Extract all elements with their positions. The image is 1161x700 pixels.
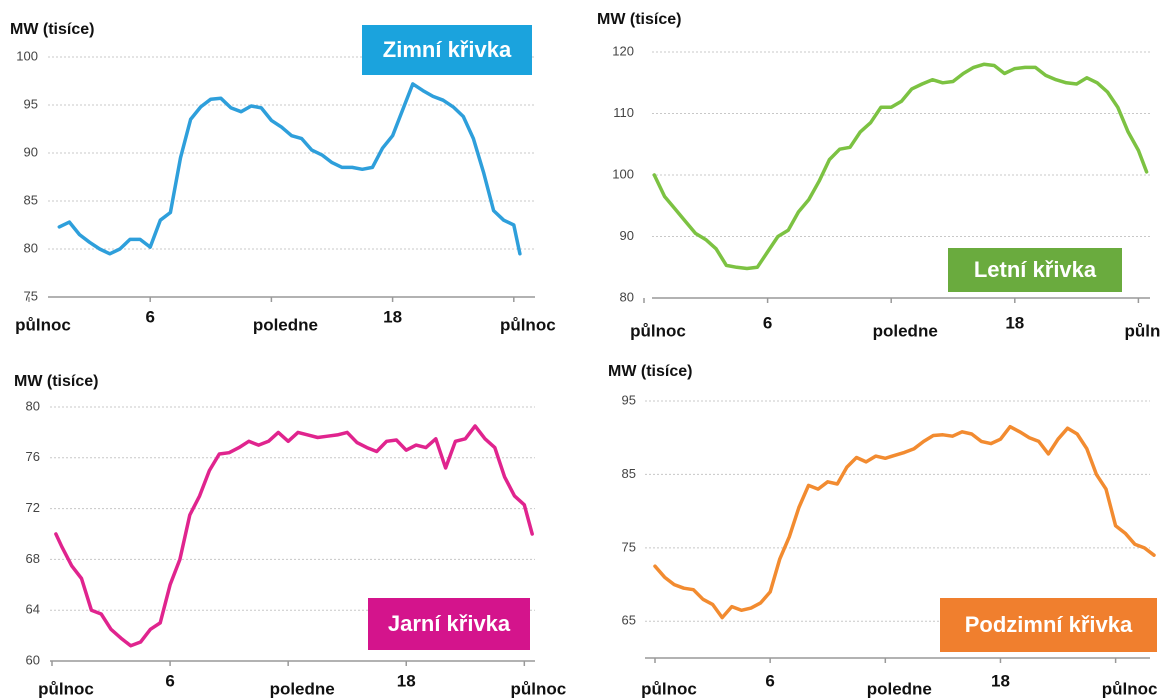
x-tick-label: poledne: [270, 679, 335, 698]
x-tick-label: půlnoc: [641, 679, 697, 698]
y-axis-label: MW (tisíce): [14, 373, 98, 390]
legend-label: Jarní křivka: [388, 611, 511, 636]
y-tick-label: 75: [622, 539, 636, 554]
y-axis-label: MW (tisíce): [608, 363, 692, 380]
y-tick-label: 65: [622, 613, 636, 628]
y-tick-label: 110: [613, 105, 634, 120]
y-tick-label: 80: [26, 398, 40, 413]
legend-label: Letní křivka: [974, 257, 1097, 282]
x-tick-label: 6: [763, 313, 772, 332]
line-series: [57, 82, 522, 256]
y-tick-label: 100: [612, 166, 634, 181]
x-tick-label: 6: [145, 307, 154, 326]
y-axis-label: MW (tisíce): [10, 21, 94, 38]
y-tick-label: 64: [26, 602, 40, 617]
y-axis-label: MW (tisíce): [597, 11, 681, 28]
x-tick-label: poledne: [253, 315, 318, 334]
legend-box: [368, 598, 530, 650]
y-tick-label: 68: [26, 551, 40, 566]
y-tick-label: 80: [620, 289, 634, 304]
x-tick-label: půlnoc: [510, 679, 566, 698]
x-tick-label: půlnoc: [38, 679, 94, 698]
x-tick-label: půlnoc: [630, 321, 686, 340]
x-tick-label: půlnoc: [15, 315, 71, 334]
y-tick-label: 76: [26, 449, 40, 464]
y-tick-label: 90: [24, 144, 38, 159]
legend-box: [362, 25, 532, 75]
y-tick-label: 120: [612, 43, 634, 58]
y-tick-label: 90: [620, 228, 634, 243]
line-series: [653, 424, 1156, 620]
x-tick-label: poledne: [873, 321, 938, 340]
y-tick-label: 75: [24, 288, 38, 303]
x-tick-label: 18: [1005, 313, 1024, 332]
line-series: [54, 424, 534, 648]
y-tick-label: 85: [24, 192, 38, 207]
legend-label: Zimní křivka: [383, 37, 512, 62]
y-tick-label: 95: [24, 96, 38, 111]
x-tick-label: půlnoc: [500, 315, 556, 334]
legend-box: [948, 248, 1122, 292]
x-tick-label: 18: [991, 671, 1010, 690]
line-series: [652, 62, 1149, 271]
y-tick-label: 72: [26, 500, 40, 515]
y-tick-label: 60: [26, 652, 40, 667]
y-tick-label: 100: [16, 48, 38, 63]
x-tick-label: 6: [765, 671, 774, 690]
y-tick-label: 80: [24, 240, 38, 255]
x-tick-label: 6: [165, 671, 174, 690]
x-tick-label: poledne: [867, 679, 932, 698]
x-tick-label: půlnoc: [1125, 321, 1161, 340]
legend-label: Podzimní křivka: [965, 612, 1133, 637]
y-tick-label: 95: [622, 392, 636, 407]
x-tick-label: 18: [383, 307, 402, 326]
y-tick-label: 85: [622, 466, 636, 481]
x-tick-label: 18: [397, 671, 416, 690]
x-tick-label: půlnoc: [1102, 679, 1158, 698]
legend-box: [940, 598, 1157, 652]
